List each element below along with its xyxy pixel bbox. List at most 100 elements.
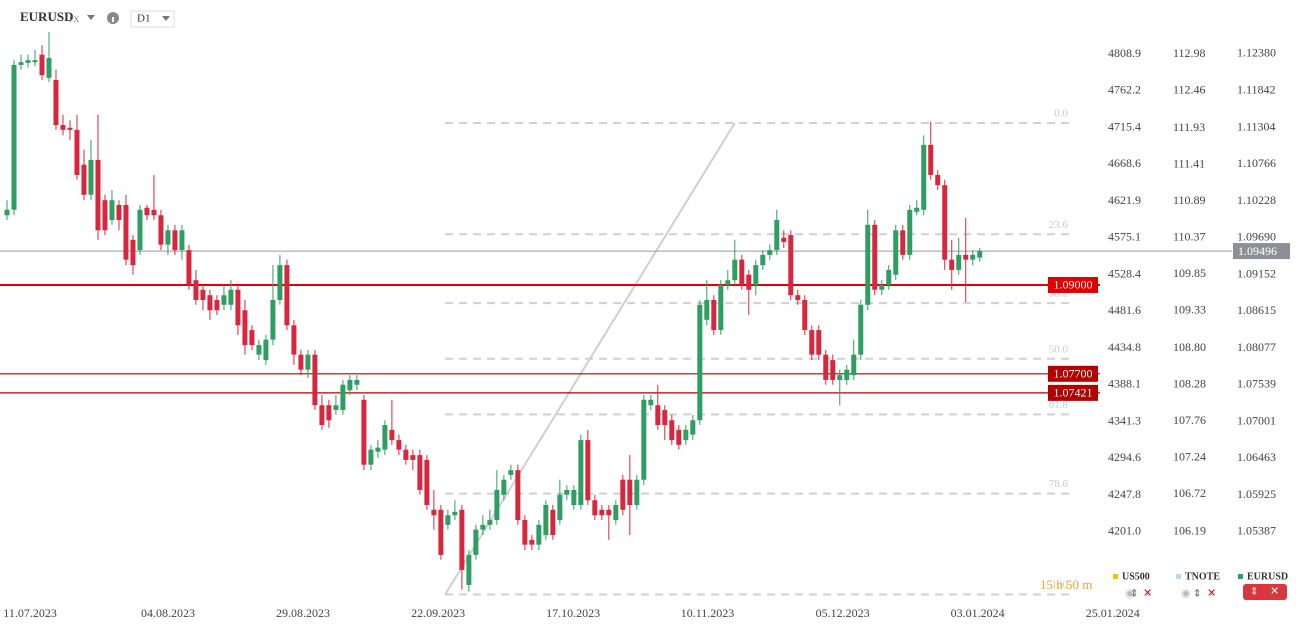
candle-body xyxy=(536,524,542,545)
candle-body xyxy=(683,429,689,441)
y-tick-label: 1.05925 xyxy=(1237,487,1276,501)
candle-body xyxy=(970,254,976,260)
y-tick-label: 109.85 xyxy=(1173,266,1206,280)
fib-label: 23.6 xyxy=(1049,219,1069,231)
candle-body xyxy=(886,269,892,285)
move-icon[interactable]: ⇕ xyxy=(1130,588,1138,599)
candle-body xyxy=(606,509,612,516)
candle-body xyxy=(564,489,570,495)
candle-body xyxy=(620,479,626,510)
fib-label: 61.8 xyxy=(1049,399,1069,411)
candle-body xyxy=(333,405,339,411)
y-tick-label: 1.10766 xyxy=(1237,156,1276,170)
move-icon[interactable]: ⇕ xyxy=(1193,588,1201,599)
symbol-dropdown[interactable] xyxy=(87,15,95,20)
y-tick-label: 4434.8 xyxy=(1108,340,1141,354)
toolbar: EURUSD FX D1 xyxy=(20,9,175,28)
candle-body xyxy=(473,529,479,555)
candle-body xyxy=(424,459,430,506)
candle-body xyxy=(60,125,66,130)
candle-body xyxy=(256,345,262,355)
candle-body xyxy=(284,265,290,326)
candle-body xyxy=(753,265,759,285)
candle-body xyxy=(592,500,598,516)
y-tick-label: 110.37 xyxy=(1173,229,1206,243)
candle-body xyxy=(977,250,983,258)
candle-body xyxy=(319,405,325,426)
y-tick-label: 106.19 xyxy=(1173,524,1206,538)
x-tick-label: 03.01.2024 xyxy=(951,606,1005,620)
y-tick-label: 1.09690 xyxy=(1237,230,1276,244)
candle-body xyxy=(151,209,157,216)
candle-body xyxy=(459,509,465,570)
x-tick-label: 10.11.2023 xyxy=(681,606,735,620)
y-tick-label: 1.07001 xyxy=(1237,413,1276,427)
candle-body xyxy=(221,295,227,305)
candle-body xyxy=(907,209,913,255)
candle-body xyxy=(249,330,255,346)
y-tick-label: 1.05387 xyxy=(1237,524,1276,538)
candle-body xyxy=(928,144,934,175)
candle-body xyxy=(543,505,549,536)
candle-body xyxy=(39,54,45,76)
y-tick-label: 111.93 xyxy=(1173,120,1205,134)
candle-body xyxy=(732,259,738,281)
remove-icon[interactable]: ✕ xyxy=(1270,586,1279,598)
candle-body xyxy=(67,127,73,130)
candle-body xyxy=(648,399,654,406)
candle-body xyxy=(130,239,136,266)
candle-body xyxy=(207,295,213,311)
candle-body xyxy=(704,300,710,320)
y-tick-label: 4528.4 xyxy=(1108,266,1141,280)
candle-body xyxy=(263,339,269,361)
candle-body xyxy=(718,284,724,331)
y-tick-label: 4341.3 xyxy=(1108,413,1141,427)
candle-body xyxy=(403,449,409,460)
y-tick-label: 107.24 xyxy=(1173,450,1206,464)
y-tick-label: 4575.1 xyxy=(1108,230,1141,244)
candle-body xyxy=(228,289,234,305)
candle-body xyxy=(914,207,920,212)
eye-icon[interactable]: ◉ xyxy=(1125,588,1135,600)
y-tick-label: 112.98 xyxy=(1173,46,1206,60)
timeframe-dropdown[interactable] xyxy=(162,16,170,21)
last-price-box xyxy=(1233,243,1290,260)
remove-icon[interactable]: ✕ xyxy=(1207,588,1216,600)
candle-body xyxy=(95,159,101,231)
candle-body xyxy=(4,209,10,216)
candle-body xyxy=(781,237,787,242)
timeframe-select[interactable] xyxy=(130,10,175,28)
candle-body xyxy=(963,254,969,260)
symbol[interactable]: EURUSD xyxy=(20,9,73,24)
candle-body xyxy=(774,220,780,251)
countdown: 15 h 50 m xyxy=(1040,577,1092,592)
candle-body xyxy=(494,489,500,521)
candle-body xyxy=(711,300,717,331)
y-tick-label: 4715.4 xyxy=(1108,119,1141,133)
y-tick-label: 1.07539 xyxy=(1237,377,1276,391)
candle-body xyxy=(158,215,164,245)
y-tick-label: 108.80 xyxy=(1173,340,1206,354)
eye-icon[interactable]: ◉ xyxy=(1181,588,1191,600)
y-tick-label: 1.11842 xyxy=(1237,83,1276,97)
move-icon[interactable]: ⇕ xyxy=(1250,586,1258,597)
candle-body xyxy=(25,60,31,63)
candle-body xyxy=(578,440,584,506)
price-level-box xyxy=(1048,365,1098,382)
remove-icon[interactable]: ✕ xyxy=(1143,588,1152,600)
candle-body xyxy=(88,159,94,195)
candle-body xyxy=(179,230,185,251)
candle-body xyxy=(557,494,563,521)
candle-body xyxy=(312,354,318,406)
active-series-box[interactable] xyxy=(1243,584,1287,600)
price-level-box xyxy=(1048,384,1098,401)
candle-body xyxy=(81,164,87,195)
y-tick-label: 107.76 xyxy=(1173,413,1206,427)
candle-body xyxy=(550,509,556,536)
x-tick-label: 22.09.2023 xyxy=(411,606,465,620)
candle-body xyxy=(676,429,682,445)
candle-body xyxy=(235,289,241,326)
candle-body xyxy=(599,509,605,516)
